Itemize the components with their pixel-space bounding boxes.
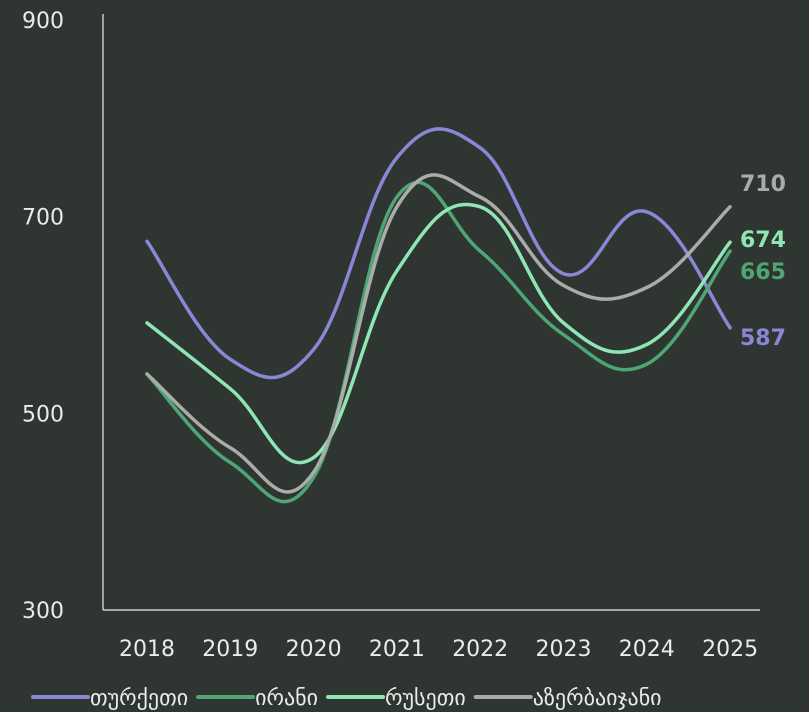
x-tick-label: 2024 <box>619 637 675 662</box>
legend: თურქეთი ირანი რუსეთი აზერბაიჯანი <box>31 686 662 711</box>
legend-item: რუსეთი <box>326 686 466 711</box>
series-line-0 <box>145 127 732 380</box>
legend-item: აზერბაიჯანი <box>473 686 662 711</box>
legend-label: ირანი <box>255 686 318 711</box>
x-tick-label: 2020 <box>286 637 342 662</box>
series-end-label: 665 <box>740 260 786 285</box>
x-tick-label: 2018 <box>119 637 175 662</box>
y-tick-label: 700 <box>22 206 64 231</box>
y-tick-label: 300 <box>22 599 64 624</box>
x-tick-label: 2022 <box>452 637 508 662</box>
x-tick-label: 2019 <box>202 637 258 662</box>
series-end-label: 710 <box>740 172 786 197</box>
legend-label: თურქეთი <box>90 686 188 711</box>
x-tick-label: 2025 <box>702 637 758 662</box>
series-end-label: 587 <box>740 326 786 351</box>
legend-item: ირანი <box>196 686 318 711</box>
legend-item: თურქეთი <box>31 686 188 711</box>
y-tick-label: 900 <box>22 9 64 34</box>
y-tick-label: 500 <box>22 402 64 427</box>
legend-label: აზერბაიჯანი <box>533 686 662 711</box>
series-lines <box>145 127 732 504</box>
x-tick-label: 2021 <box>369 637 425 662</box>
end-labels: 587 665 674 710 <box>740 172 786 351</box>
series-line-1 <box>145 180 732 504</box>
y-axis: 300 500 700 900 <box>22 9 104 624</box>
legend-label: რუსეთი <box>385 686 466 711</box>
series-line-3 <box>145 173 732 494</box>
x-axis: 2018 2019 2020 2021 2022 2023 2024 2025 <box>103 609 760 662</box>
series-end-label: 674 <box>740 228 786 253</box>
x-tick-label: 2023 <box>536 637 592 662</box>
series-line-2 <box>145 202 732 465</box>
